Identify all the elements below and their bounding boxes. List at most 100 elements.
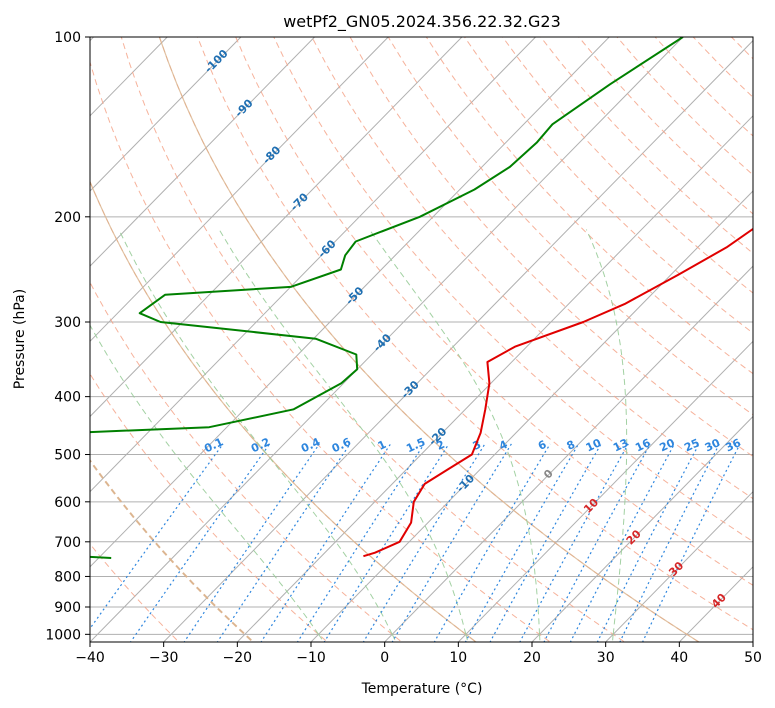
dry-adiabat <box>197 37 753 631</box>
moist-adiabat <box>118 229 393 635</box>
moist-adiabat <box>465 634 469 642</box>
isotherm-line <box>90 37 389 343</box>
dry-adiabat <box>770 37 775 647</box>
moist-adiabat <box>539 634 541 642</box>
dry-adiabat-reference <box>90 180 478 642</box>
x-tick-label: 30 <box>597 650 615 666</box>
isotherm-line <box>605 490 753 642</box>
isotherm-line <box>90 37 610 568</box>
dry-adiabat <box>158 37 700 642</box>
y-axis-label: Pressure (hPa) <box>12 289 28 389</box>
isotherm-line <box>384 265 753 642</box>
dry-adiabat <box>311 37 753 500</box>
moist-adiabat <box>218 229 467 635</box>
mixing-ratio-label: 1.5 <box>404 435 427 455</box>
dry-adiabat <box>387 37 753 416</box>
y-tick-label: 500 <box>54 448 81 464</box>
dry-adiabat <box>692 37 753 98</box>
mixing-ratio-label: 16 <box>633 436 653 454</box>
dry-adiabat-reference <box>90 458 255 642</box>
isotherm-line <box>457 340 753 642</box>
dry-adiabat <box>90 180 477 642</box>
mixing-ratio-label: 0.4 <box>299 435 322 455</box>
dewpoint-profile <box>90 37 684 559</box>
dry-adiabat <box>616 37 753 176</box>
y-tick-label: 800 <box>54 569 81 585</box>
mixing-ratio-label: 13 <box>611 436 630 454</box>
mixing-ratio-line <box>296 443 425 642</box>
moist-adiabat <box>611 634 614 642</box>
y-tick-label: 600 <box>54 495 81 511</box>
mixing-ratio-label: 0.1 <box>202 435 225 455</box>
y-tick-label: 400 <box>54 390 81 406</box>
mixing-ratio-line <box>596 443 700 642</box>
plot-area: 0.1 0.2 0.4 0.6 1 1.5 2 3 4 6 8 10 13 16 20 25 30 36-100-… <box>90 37 775 647</box>
dry-adiabat <box>90 373 329 642</box>
dry-adiabat <box>90 459 254 642</box>
mixing-ratio-line <box>129 443 271 642</box>
mixing-ratio-line <box>260 443 392 642</box>
isotherm-line <box>678 566 753 642</box>
isotherm-line <box>90 37 463 418</box>
isotherm-line <box>90 37 242 192</box>
x-tick-label: 20 <box>523 650 541 666</box>
chart-title: wetPf2_GN05.2024.356.22.32.G23 <box>283 12 561 32</box>
dry-adiabat <box>90 281 403 642</box>
mixing-ratio-line <box>543 443 651 642</box>
mixing-ratio-line <box>433 443 551 642</box>
dry-adiabat <box>120 37 626 642</box>
x-tick-label: −20 <box>223 650 253 666</box>
mixing-ratio-line <box>90 443 224 630</box>
x-tick-label: 50 <box>744 650 762 666</box>
mixing-ratio-label: 30 <box>703 436 723 454</box>
isotherm-line <box>531 415 753 642</box>
dry-adiabat <box>425 37 753 375</box>
mixing-ratio-label: 6 <box>536 438 549 453</box>
x-axis-label: Temperature (°C) <box>361 681 483 697</box>
isotherm-line <box>90 37 315 267</box>
mixing-ratio-line <box>519 443 629 642</box>
x-tick-label: 10 <box>449 650 467 666</box>
dry-adiabat <box>349 37 753 457</box>
moist-adiabat <box>368 229 540 635</box>
x-tick-label: −30 <box>149 650 179 666</box>
isotherm-line <box>310 190 753 642</box>
dry-adiabat-reference <box>158 37 701 642</box>
mixing-ratio-line <box>569 443 675 642</box>
axes-layer: −40 −30 −20 −10 0 10 20 30 40 5010020030040050060… <box>45 30 762 666</box>
x-tick-label: 0 <box>380 650 389 666</box>
mixing-ratio-label: 10 <box>584 436 604 454</box>
y-tick-label: 700 <box>54 535 81 551</box>
isotherm-line <box>163 39 753 642</box>
y-tick-label: 900 <box>54 600 81 616</box>
mixing-ratio-label: 25 <box>682 436 701 454</box>
mixing-ratio-line <box>391 443 512 642</box>
isotherm-line <box>752 641 753 642</box>
dry-adiabat <box>235 37 753 586</box>
moist-adiabat <box>391 634 397 642</box>
mixing-ratio-line <box>362 443 486 642</box>
moist-adiabat <box>90 324 319 635</box>
isotherm-line <box>90 37 536 493</box>
mixing-ratio-line <box>619 443 720 642</box>
y-tick-label: 200 <box>54 210 81 226</box>
x-tick-label: 40 <box>670 650 688 666</box>
dry-adiabat <box>273 37 753 543</box>
dry-adiabat <box>90 60 552 642</box>
y-tick-label: 1000 <box>45 627 81 643</box>
plot-frame <box>89 36 754 643</box>
x-tick-label: −10 <box>296 650 326 666</box>
mixing-ratio-line <box>216 443 351 642</box>
dry-adiabat <box>464 37 753 334</box>
moist-adiabat <box>318 634 325 642</box>
mixing-ratio-label: 20 <box>658 436 678 454</box>
moist-adiabat <box>585 229 628 635</box>
mixing-ratio-label: 36 <box>723 436 743 454</box>
y-tick-label: 300 <box>54 315 81 331</box>
x-tick-label: −40 <box>75 650 105 666</box>
y-tick-label: 100 <box>54 30 81 46</box>
mixing-ratio-line <box>323 443 450 642</box>
mixing-ratio-line <box>641 443 741 642</box>
dry-adiabat <box>654 37 753 137</box>
